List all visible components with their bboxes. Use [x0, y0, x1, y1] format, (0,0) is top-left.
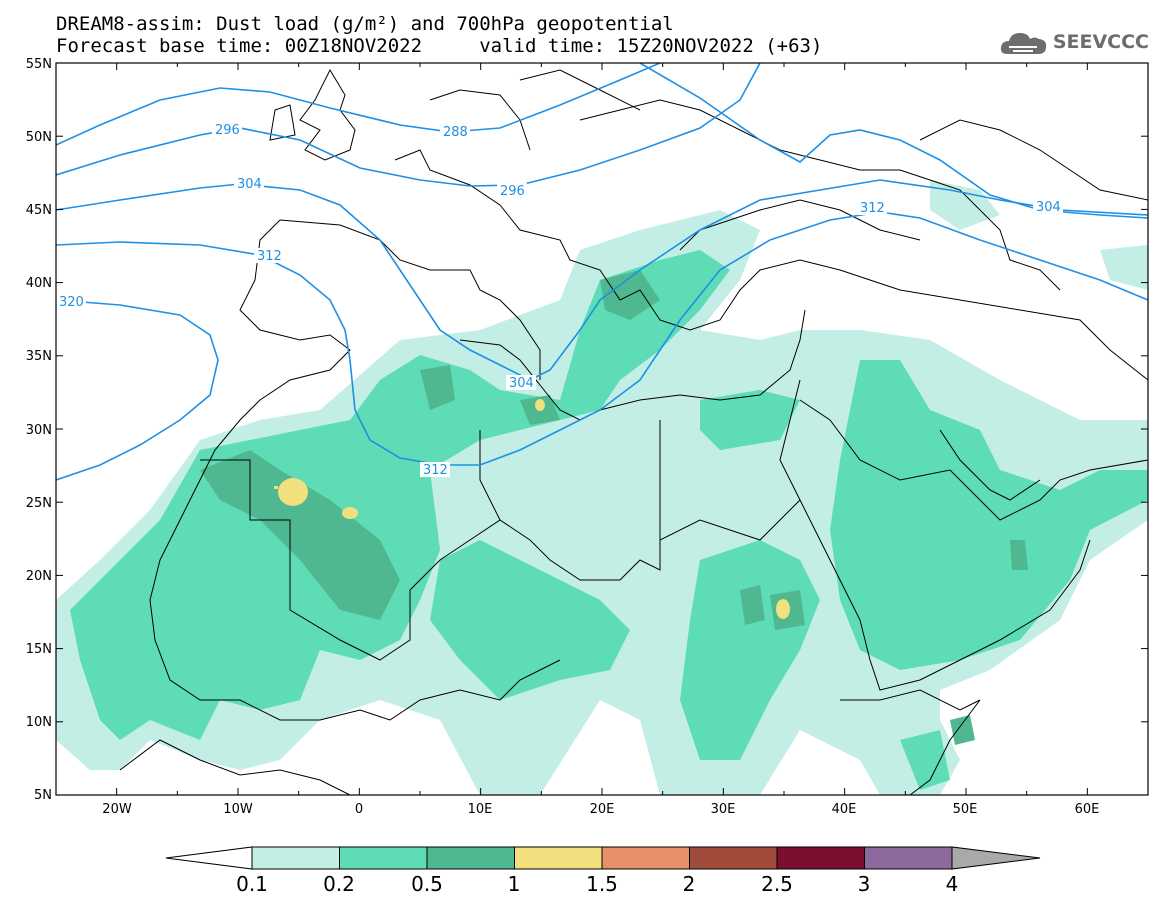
latitude-labels: 55N 50N 45N 40N 35N 30N 25N 20N 15N 10N …	[26, 57, 52, 803]
geopotential-contours	[56, 63, 1148, 481]
colorbar-box	[601, 846, 690, 870]
contour-label: 288	[443, 125, 468, 140]
lon-label: 10E	[468, 802, 493, 817]
axis-ticks	[56, 62, 1148, 796]
lon-label: 10W	[223, 802, 253, 817]
dust-load-shading	[56, 180, 1148, 795]
colorbar-box	[339, 846, 428, 870]
seevccc-logo: SEEVCCC	[999, 28, 1149, 56]
contour-label: 312	[860, 201, 885, 216]
colorbar-label: 0.2	[323, 872, 355, 896]
logo-text: SEEVCCC	[1052, 31, 1149, 53]
contour-label: 312	[423, 463, 448, 478]
cloud-icon	[1000, 33, 1046, 54]
contour-label: 312	[257, 249, 282, 264]
lon-label: 0	[355, 802, 363, 817]
colorbar-over-arrow	[951, 846, 1041, 870]
contour-label: 296	[500, 184, 525, 199]
lon-label: 20W	[102, 802, 132, 817]
contour-label: 296	[215, 123, 240, 138]
lat-label: 40N	[26, 276, 52, 291]
colorbar-label: 4	[946, 872, 959, 896]
colorbar-box	[689, 846, 778, 870]
map-title: DREAM8-assim: Dust load (g/m²) and 700hP…	[56, 13, 674, 35]
lat-label: 5N	[34, 788, 52, 803]
colorbar-box	[426, 846, 515, 870]
lat-label: 35N	[26, 349, 52, 364]
contour-label: 304	[509, 376, 534, 391]
colorbar-label: 1	[508, 872, 521, 896]
contour-label: 320	[59, 295, 84, 310]
colorbar-box	[251, 846, 340, 870]
colorbar-label: 0.1	[236, 872, 268, 896]
coastlines-and-borders	[119, 68, 1148, 795]
colorbar-box	[776, 846, 865, 870]
colorbar-label: 1.5	[586, 872, 618, 896]
colorbar-box	[514, 846, 603, 870]
lon-label: 60E	[1075, 802, 1100, 817]
colorbar-label: 2	[683, 872, 696, 896]
contour-labels: 296 288 304 296 312 304 320 312 312 304	[56, 122, 1063, 478]
lat-label: 30N	[26, 423, 52, 438]
lat-label: 50N	[26, 130, 52, 145]
contour-label: 304	[1036, 200, 1061, 215]
lat-label: 20N	[26, 569, 52, 584]
lat-label: 45N	[26, 203, 52, 218]
lat-label: 10N	[26, 715, 52, 730]
lon-label: 40E	[832, 802, 857, 817]
lat-label: 15N	[26, 642, 52, 657]
contour-label: 304	[237, 177, 262, 192]
lat-label: 25N	[26, 496, 52, 511]
lat-label: 55N	[26, 57, 52, 72]
longitude-labels: 20W 10W 0 10E 20E 30E 40E 50E 60E	[102, 802, 1099, 817]
colorbar: 0.1 0.2 0.5 1 1.5 2 2.5 3 4	[165, 846, 1041, 896]
colorbar-label: 3	[858, 872, 871, 896]
lon-label: 20E	[590, 802, 615, 817]
colorbar-box	[864, 846, 953, 870]
forecast-times: Forecast base time: 00Z18NOV2022 valid t…	[56, 35, 823, 57]
colorbar-label: 2.5	[761, 872, 793, 896]
colorbar-label: 0.5	[411, 872, 443, 896]
colorbar-under-arrow	[165, 846, 253, 870]
lon-label: 50E	[953, 802, 978, 817]
lon-label: 30E	[711, 802, 736, 817]
